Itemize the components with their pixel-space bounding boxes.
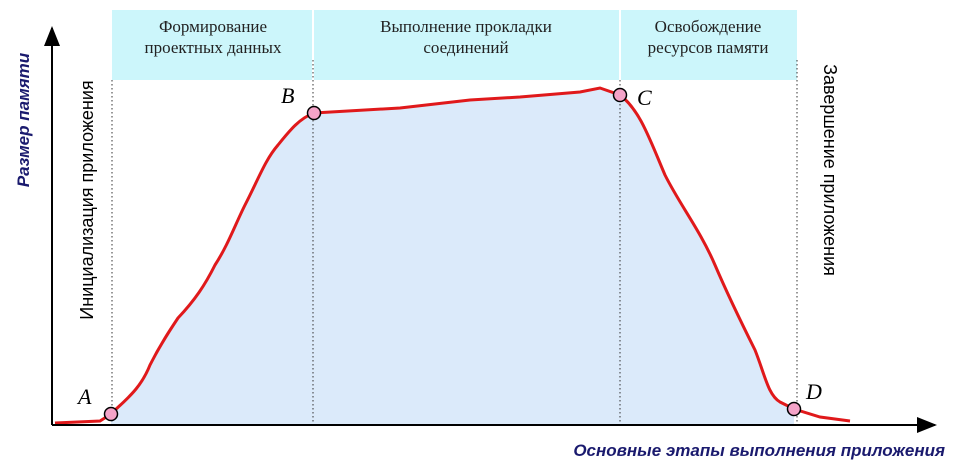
point (306, 105, 322, 121)
y-axis-title: Размер памяти (14, 52, 33, 187)
x-axis-title: Основные этапы выполнения приложения (573, 441, 945, 460)
point (103, 406, 119, 422)
area (111, 88, 794, 425)
point-label: B (281, 83, 294, 108)
point-label: C (637, 85, 652, 110)
phase-label: проектных данных (145, 38, 282, 57)
point (612, 87, 628, 103)
point-label: D (805, 379, 822, 404)
point (786, 401, 802, 417)
side-label: Завершение приложения (820, 64, 840, 276)
side-label: Инициализация приложения (77, 80, 97, 319)
phase-label: Формирование (159, 17, 267, 36)
point-label: A (76, 384, 92, 409)
curve (54, 86, 851, 425)
phase-band (112, 10, 797, 80)
phase-label: Освобождение (655, 17, 762, 36)
phase-label: Выполнение прокладки (380, 17, 552, 36)
phase-label: ресурсов памяти (648, 38, 769, 57)
phase-label: соединений (423, 38, 508, 57)
